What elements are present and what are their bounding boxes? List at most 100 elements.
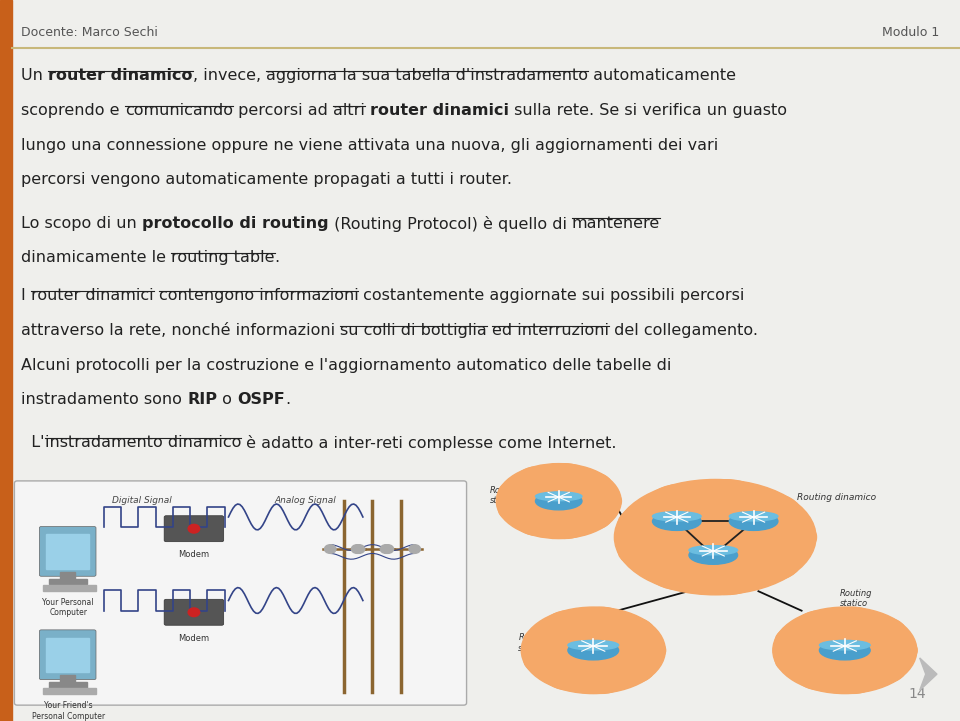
Ellipse shape (797, 611, 844, 639)
Text: Modulo 1: Modulo 1 (881, 26, 939, 39)
Text: Lo scopo di un: Lo scopo di un (21, 216, 142, 231)
Ellipse shape (776, 646, 822, 674)
Text: Analog Signal: Analog Signal (275, 496, 336, 505)
Ellipse shape (797, 662, 844, 690)
Ellipse shape (608, 617, 654, 645)
Ellipse shape (820, 640, 870, 650)
Text: Modem: Modem (179, 634, 209, 643)
Bar (49, 579, 87, 584)
Circle shape (188, 524, 200, 533)
Circle shape (380, 545, 392, 554)
Text: sulla rete. Se si verifica un guasto: sulla rete. Se si verifica un guasto (509, 103, 787, 118)
Ellipse shape (735, 493, 801, 531)
Ellipse shape (773, 607, 917, 694)
Text: è adatto a inter-reti complesse come Internet.: è adatto a inter-reti complesse come Int… (241, 435, 616, 451)
Text: , invece,: , invece, (193, 68, 266, 84)
Text: router dinamici: router dinamici (31, 288, 154, 304)
Text: dinamicamente le: dinamicamente le (21, 250, 171, 265)
FancyBboxPatch shape (164, 516, 224, 541)
Text: OSPF: OSPF (237, 392, 285, 407)
Text: Routing
statico: Routing statico (840, 589, 873, 608)
Ellipse shape (517, 466, 558, 491)
Ellipse shape (730, 512, 778, 531)
Ellipse shape (536, 492, 582, 500)
Text: Un: Un (21, 68, 48, 84)
Bar (46, 534, 89, 569)
Ellipse shape (820, 641, 870, 660)
Ellipse shape (776, 627, 822, 655)
Text: L': L' (21, 435, 44, 451)
Text: aggiorna la sua tabella d'instradamento: aggiorna la sua tabella d'instradamento (266, 68, 588, 84)
Text: attraverso la rete, nonché informazioni: attraverso la rete, nonché informazioni (21, 323, 341, 338)
Polygon shape (920, 658, 937, 691)
Ellipse shape (694, 479, 760, 517)
Ellipse shape (735, 544, 801, 581)
Text: del collegamento.: del collegamento. (610, 323, 758, 338)
Ellipse shape (614, 479, 816, 595)
Bar (60, 572, 75, 580)
Ellipse shape (498, 480, 540, 505)
Text: su colli di bottiglia: su colli di bottiglia (341, 323, 487, 338)
Ellipse shape (653, 512, 701, 531)
Text: automaticamente: automaticamente (588, 68, 736, 84)
Ellipse shape (653, 512, 701, 521)
Bar (46, 638, 89, 673)
FancyBboxPatch shape (39, 630, 96, 680)
Ellipse shape (608, 655, 654, 684)
Ellipse shape (545, 662, 592, 690)
Text: .: . (285, 392, 290, 407)
Circle shape (324, 545, 336, 554)
Ellipse shape (648, 552, 713, 590)
Bar (43, 585, 96, 590)
Ellipse shape (571, 472, 612, 497)
Bar (0, 0, 12, 721)
Ellipse shape (619, 636, 665, 665)
Circle shape (382, 545, 394, 554)
FancyBboxPatch shape (39, 526, 96, 576)
Ellipse shape (517, 511, 558, 536)
Text: Docente: Marco Sechi: Docente: Marco Sechi (21, 26, 158, 39)
Text: altri: altri (333, 103, 365, 118)
Text: comunicando: comunicando (125, 103, 232, 118)
Text: protocollo di routing: protocollo di routing (142, 216, 328, 231)
Ellipse shape (618, 505, 684, 542)
Text: o: o (217, 392, 237, 407)
Text: scoprendo e: scoprendo e (21, 103, 125, 118)
Text: percorsi ad: percorsi ad (232, 103, 333, 118)
Ellipse shape (568, 640, 618, 650)
Text: instradamento dinamico: instradamento dinamico (44, 435, 241, 451)
Ellipse shape (546, 514, 587, 539)
Text: Routing
statico: Routing statico (518, 634, 551, 653)
Ellipse shape (524, 627, 570, 655)
Ellipse shape (689, 546, 737, 565)
Text: ed interruzioni: ed interruzioni (492, 323, 610, 338)
FancyBboxPatch shape (164, 599, 224, 625)
Ellipse shape (546, 464, 587, 488)
Text: percorsi vengono automaticamente propagati a tutti i router.: percorsi vengono automaticamente propaga… (21, 172, 512, 187)
Ellipse shape (521, 607, 665, 694)
Ellipse shape (578, 607, 625, 635)
Text: costantemente aggiornate sui possibili percorsi: costantemente aggiornate sui possibili p… (358, 288, 745, 304)
Ellipse shape (859, 655, 905, 684)
Text: routing table: routing table (171, 250, 275, 265)
Bar (60, 676, 75, 684)
Ellipse shape (496, 464, 621, 539)
Ellipse shape (859, 617, 905, 645)
Text: (Routing Protocol) è quello di: (Routing Protocol) è quello di (328, 216, 572, 231)
Ellipse shape (578, 665, 625, 694)
Text: router dinamico: router dinamico (48, 68, 193, 84)
Ellipse shape (545, 611, 592, 639)
Circle shape (351, 545, 363, 554)
Text: RIP: RIP (187, 392, 217, 407)
Ellipse shape (829, 665, 876, 694)
Ellipse shape (829, 607, 876, 635)
Bar (43, 689, 96, 694)
Circle shape (409, 545, 420, 554)
Text: 14: 14 (909, 686, 926, 701)
Text: router dinamici: router dinamici (370, 103, 509, 118)
Ellipse shape (648, 485, 713, 522)
Ellipse shape (581, 489, 621, 513)
Text: mantenere: mantenere (572, 216, 660, 231)
Ellipse shape (751, 518, 817, 556)
Text: lungo una connessione oppure ne viene attivata una nuova, gli aggiornamenti dei : lungo una connessione oppure ne viene at… (21, 138, 718, 153)
